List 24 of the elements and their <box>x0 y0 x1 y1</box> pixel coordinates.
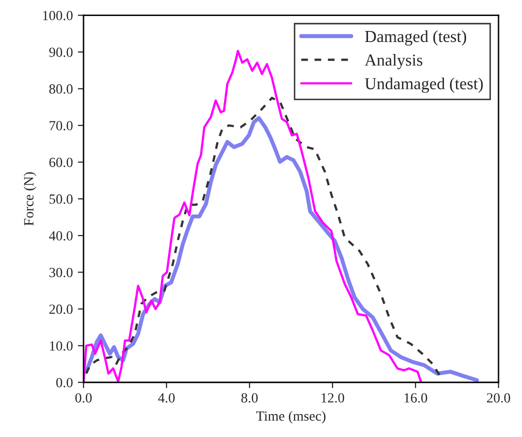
x-tick-label: 12.0 <box>322 393 344 403</box>
y-tick-label: 10.0 <box>50 341 73 351</box>
y-tick-label: 80.0 <box>49 84 73 94</box>
y-tick-label: 0.0 <box>56 378 73 388</box>
x-tick-label: 0.0 <box>75 393 92 403</box>
x-tick-label: 16.0 <box>404 393 428 403</box>
y-tick-label: 60.0 <box>49 158 73 168</box>
y-tick-label: 50.0 <box>50 194 73 204</box>
y-tick-label: 90.0 <box>49 48 73 58</box>
y-axis-title: Force (N) <box>24 172 36 226</box>
legend-label: Undamaged (test) <box>364 78 483 93</box>
y-tick-label: 30.0 <box>49 268 73 278</box>
x-tick-label: 8.0 <box>241 393 258 403</box>
legend-label: Analysis <box>364 54 422 70</box>
y-tick-label: 100.0 <box>43 10 73 20</box>
line-series <box>85 96 442 378</box>
x-tick-label: 20.0 <box>486 393 510 403</box>
y-tick-label: 40.0 <box>49 231 73 241</box>
line-series <box>84 116 479 382</box>
y-tick-label: 70.0 <box>50 121 73 130</box>
legend-label: Damaged (test) <box>365 30 466 46</box>
x-axis-title: Time (msec) <box>256 410 326 424</box>
y-tick-label: 20.0 <box>49 304 73 314</box>
x-tick-label: 4.0 <box>158 393 175 403</box>
